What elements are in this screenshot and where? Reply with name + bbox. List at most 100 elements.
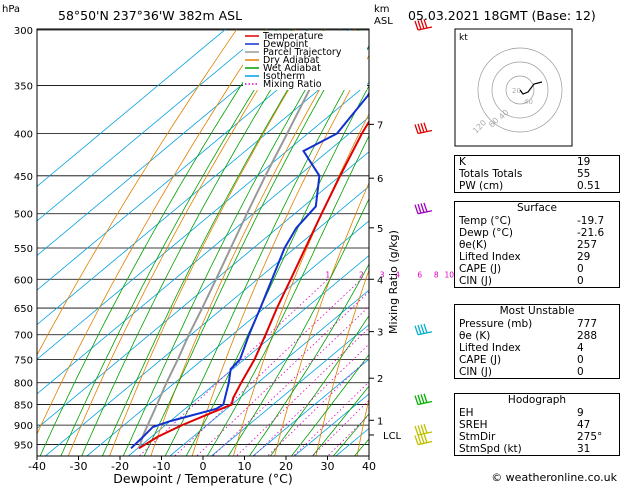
pressure-tick-label: 400 bbox=[14, 129, 33, 140]
datetime-title: 05.03.2021 18GMT (Base: 12) bbox=[408, 8, 596, 23]
legend-entry: Parcel Trajectory bbox=[263, 47, 342, 58]
row-value: -19.7 bbox=[577, 215, 605, 227]
row-label: SREH bbox=[459, 419, 488, 431]
barb-staff bbox=[417, 431, 433, 436]
table-row: PW (cm) 0.51 bbox=[455, 180, 619, 192]
barb-feather bbox=[414, 425, 419, 436]
wet-adiabat bbox=[60, 29, 294, 456]
table-row: CIN (J) 0 bbox=[455, 275, 619, 287]
isotherm-line bbox=[37, 82, 369, 360]
row-value: 55 bbox=[577, 168, 591, 180]
row-label: Lifted Index bbox=[459, 342, 521, 354]
pressure-tick-label: 700 bbox=[14, 331, 33, 342]
table-row: EH 9 bbox=[455, 407, 619, 419]
legend-entry: Temperature bbox=[262, 31, 323, 42]
pressure-tick-label: 500 bbox=[14, 210, 33, 221]
isotherm-line bbox=[44, 185, 369, 456]
mixing-ratio-line bbox=[174, 279, 362, 456]
dry-adiabat bbox=[37, 29, 267, 435]
isotherm-line bbox=[37, 47, 369, 326]
table-row: StmDir 275° bbox=[455, 431, 619, 443]
chart-axes: 1234681015202530035040045050055060065070… bbox=[14, 26, 511, 473]
row-value: 0 bbox=[577, 275, 584, 287]
mixing-ratio-line bbox=[138, 279, 329, 456]
pressure-tick-label: 650 bbox=[14, 304, 33, 315]
row-value: 29 bbox=[577, 251, 591, 263]
mixing-ratio-line bbox=[212, 305, 369, 456]
wet-adiabat bbox=[122, 29, 342, 456]
barb-feather bbox=[420, 123, 425, 133]
row-label: K bbox=[459, 156, 466, 168]
barb-staff bbox=[417, 129, 433, 135]
asl-label: ASL bbox=[374, 16, 393, 27]
pressure-tick-label: 550 bbox=[14, 244, 33, 255]
hodograph-unit: kt bbox=[459, 33, 468, 43]
surface-title: Surface bbox=[516, 202, 557, 214]
x-tick-label: 40 bbox=[362, 460, 376, 473]
x-tick-label: 10 bbox=[238, 460, 252, 473]
mixing-ratio-label: 10 bbox=[445, 270, 455, 279]
barb-feather bbox=[420, 394, 425, 404]
barb-feather bbox=[414, 20, 419, 31]
table-row: CAPE (J) 0 bbox=[455, 354, 619, 366]
hodograph-ring-1 bbox=[505, 75, 535, 105]
row-label: Temp (°C) bbox=[459, 215, 512, 227]
barb-feather bbox=[417, 123, 422, 134]
wind-barb-icon bbox=[414, 393, 433, 406]
mixing-ratio-label: 4 bbox=[395, 270, 400, 279]
x-tick-label: -40 bbox=[28, 460, 46, 473]
isotherm-line bbox=[37, 151, 369, 429]
table-row: SREH 47 bbox=[455, 419, 619, 431]
row-label: CIN (J) bbox=[459, 275, 492, 287]
barb-staff bbox=[417, 210, 433, 215]
wet-adiabat bbox=[290, 353, 369, 456]
pressure-tick-label: 300 bbox=[14, 26, 33, 37]
wind-barb-icon bbox=[414, 122, 433, 135]
wind-barb-icon bbox=[414, 423, 433, 436]
isotherm-line bbox=[210, 324, 369, 456]
row-label: CAPE (J) bbox=[459, 354, 502, 366]
row-value: 0 bbox=[577, 366, 584, 378]
table-row: Lifted Index 29 bbox=[455, 251, 619, 263]
legend-entry: Dry Adiabat bbox=[263, 55, 320, 66]
pressure-tick-label: 750 bbox=[14, 356, 33, 367]
hodograph-table-panel: Hodograph EH 9 SREH 47 StmDir 275° StmSpd (kt)… bbox=[454, 393, 620, 456]
table-row: Temp (°C) -19.7 bbox=[455, 215, 619, 227]
wet-adiabat bbox=[143, 29, 360, 456]
row-value: 0 bbox=[577, 354, 584, 366]
barb-feather bbox=[417, 203, 422, 214]
wet-adiabat bbox=[164, 44, 369, 456]
barb-feather bbox=[423, 18, 428, 29]
barb-feather bbox=[420, 434, 425, 444]
row-value: 0 bbox=[577, 263, 584, 275]
barb-feather bbox=[423, 423, 428, 434]
wet-adiabat bbox=[206, 135, 369, 456]
dry-adiabat bbox=[150, 29, 356, 456]
dry-adiabat bbox=[109, 29, 326, 456]
mixing-ratio-axis-title: Mixing Ratio (g/kg) bbox=[387, 230, 400, 334]
row-value: 257 bbox=[577, 239, 598, 251]
barb-feather bbox=[417, 20, 422, 30]
wet-adiabat bbox=[311, 385, 369, 456]
table-row: CIN (J) 0 bbox=[455, 366, 619, 378]
pressure-tick-label: 800 bbox=[14, 379, 33, 390]
pressure-tick-label: 350 bbox=[14, 81, 33, 92]
hodograph-ring-2 bbox=[491, 61, 549, 119]
isotherm-line bbox=[37, 29, 227, 187]
hodograph-ring-label: 20 bbox=[512, 87, 521, 95]
row-label: θe (K) bbox=[459, 330, 491, 342]
dry-adiabat bbox=[37, 29, 238, 356]
isotherm-line bbox=[37, 29, 351, 291]
pressure-tick-label: 850 bbox=[14, 401, 33, 412]
mixing-ratio-label: 1 bbox=[325, 270, 330, 279]
km-tick-label: 5 bbox=[377, 224, 383, 235]
wind-barb-icon bbox=[414, 202, 433, 215]
isotherm-line bbox=[293, 393, 369, 456]
barb-feather bbox=[414, 395, 419, 405]
copyright-footer: © weatheronline.co.uk bbox=[491, 471, 617, 484]
parcel-trajectory-line bbox=[137, 29, 342, 449]
row-label: θe(K) bbox=[459, 239, 487, 251]
legend-entry: Dewpoint bbox=[263, 39, 308, 50]
table-row: StmSpd (kt) 31 bbox=[455, 443, 619, 455]
